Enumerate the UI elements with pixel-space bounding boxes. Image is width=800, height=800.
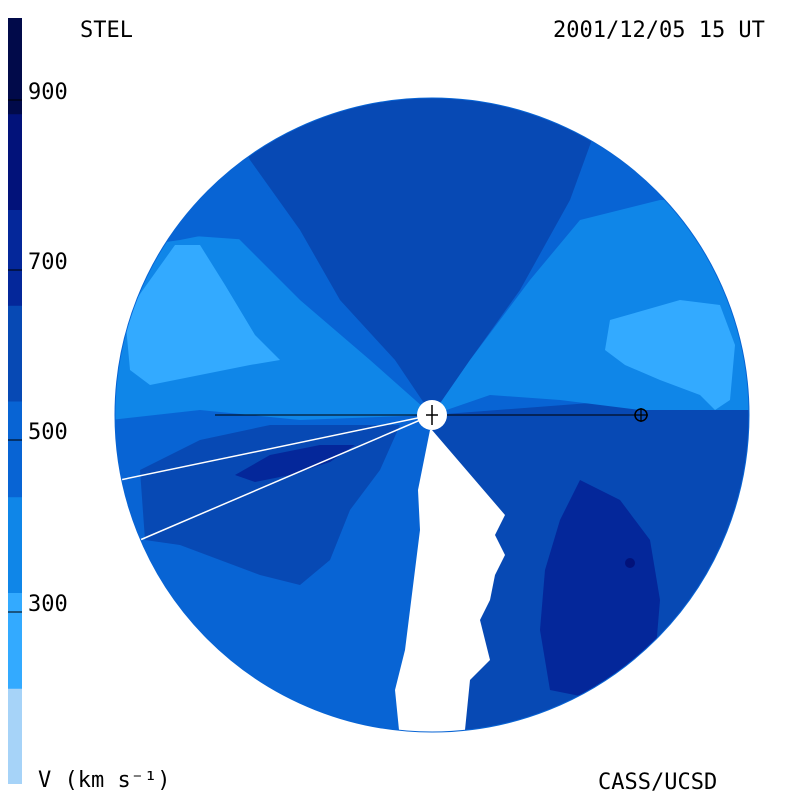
colorbar-band-4 [8, 305, 22, 402]
map-region-fast-streak [235, 445, 355, 482]
timestamp-label: 2001/12/05 15 UT [553, 18, 765, 43]
colorbar-band-7 [8, 18, 22, 115]
observatory-label: STEL [80, 18, 133, 43]
map-boundary [114, 97, 750, 733]
map-region-lower-left [140, 425, 400, 585]
sight-line-2 [139, 414, 433, 541]
colorbar-band-2 [8, 496, 22, 593]
sun-icon [417, 400, 447, 430]
map-region-lower-right-fast [540, 480, 660, 700]
credit-label: CASS/UCSD [598, 770, 718, 795]
colorbar-band-0 [8, 688, 22, 784]
map-region-right-slow [605, 300, 735, 410]
colorbar-tick-300: 300 [28, 592, 68, 617]
map-region-top [220, 98, 610, 415]
colorbar-tick-700: 700 [28, 250, 68, 275]
colorbar-band-6 [8, 113, 22, 210]
sight-line-1 [119, 414, 433, 481]
map-region-left-slow [125, 245, 280, 385]
earth-icon [634, 408, 648, 422]
map-no-data-wedge [395, 430, 505, 732]
velocity-colorbar [8, 18, 22, 784]
colorbar-tick-500: 500 [28, 420, 68, 445]
colorbar-band-5 [8, 209, 22, 306]
colorbar-band-3 [8, 401, 22, 498]
colorbar-band-1 [8, 592, 22, 689]
map-region-fast-spot [625, 558, 635, 568]
colorbar-tick-900: 900 [28, 80, 68, 105]
unit-label: V (km s⁻¹) [38, 768, 171, 793]
